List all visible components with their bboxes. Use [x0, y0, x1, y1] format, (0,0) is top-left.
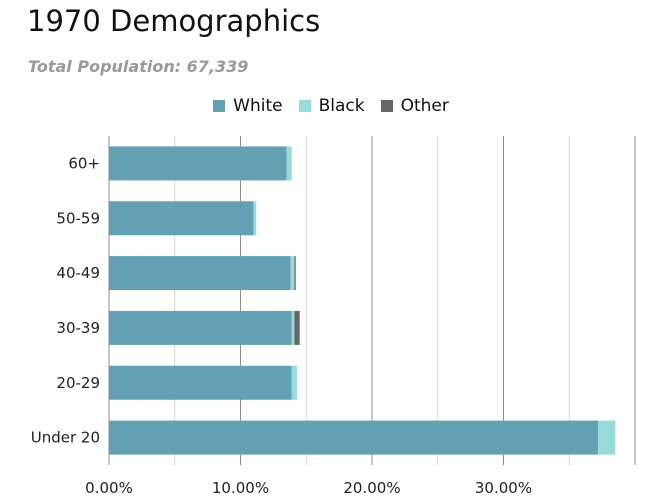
- bar-segment-other: [294, 310, 300, 345]
- x-tick-label: 10.00%: [212, 479, 269, 497]
- bar-segment-white: [109, 365, 292, 400]
- chart-subtitle: Total Population: 67,339: [28, 57, 249, 76]
- y-category-label: 20-29: [56, 374, 100, 392]
- bar-segment-other: [294, 256, 296, 291]
- x-tick-label: 30.00%: [475, 479, 532, 497]
- bar-segment-black: [286, 146, 292, 181]
- x-tick-label: 0.00%: [85, 479, 133, 497]
- bar-segment-black: [291, 365, 298, 400]
- bar-segment-white: [109, 201, 254, 236]
- bar-segment-white: [109, 310, 292, 345]
- legend-swatch-black: [298, 100, 311, 112]
- legend-swatch-other: [380, 100, 393, 112]
- chart-legend: White Black Other: [0, 96, 662, 116]
- bar-segment-white: [109, 146, 287, 181]
- x-tick-label: 20.00%: [343, 479, 400, 497]
- legend-label-white: White: [233, 96, 283, 116]
- y-category-label: 40-49: [56, 264, 100, 282]
- y-category-label: Under 20: [31, 429, 100, 447]
- legend-label-black: Black: [318, 96, 365, 116]
- bar-segment-black: [253, 201, 257, 236]
- legend-item-white[interactable]: White: [213, 96, 283, 116]
- bar-segment-black: [290, 256, 295, 291]
- y-category-label: 50-59: [56, 209, 100, 227]
- legend-item-other[interactable]: Other: [380, 96, 449, 116]
- bar-segment-white: [109, 256, 291, 291]
- legend-label-other: Other: [400, 96, 449, 116]
- legend-swatch-white: [213, 100, 226, 112]
- chart-title: 1970 Demographics: [27, 4, 321, 38]
- bar-segment-black: [598, 420, 616, 455]
- bar-segment-white: [109, 420, 599, 455]
- y-category-label: 30-39: [56, 319, 100, 337]
- bar-segment-black: [291, 310, 295, 345]
- y-category-label: 60+: [68, 154, 100, 172]
- legend-item-black[interactable]: Black: [298, 96, 365, 116]
